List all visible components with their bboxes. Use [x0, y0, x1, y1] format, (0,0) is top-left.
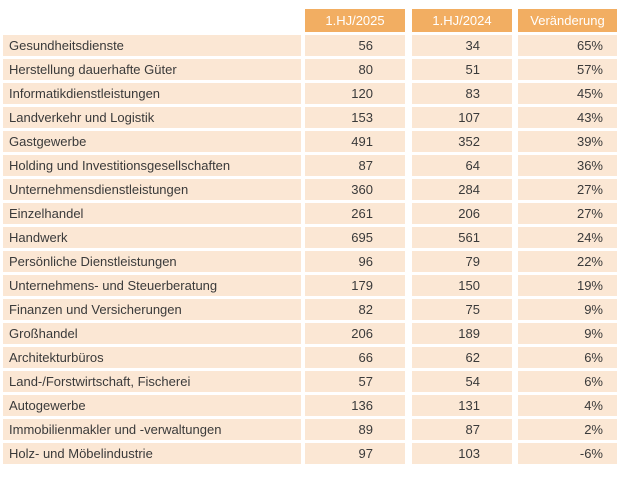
- table-row: Herstellung dauerhafte Güter 80 51 57%: [3, 59, 617, 80]
- table-row: Gastgewerbe 491 352 39%: [3, 131, 617, 152]
- value-2025: 57: [305, 371, 405, 392]
- row-label: Landverkehr und Logistik: [3, 107, 301, 128]
- value-change: 9%: [518, 323, 617, 344]
- value-2025: 491: [305, 131, 405, 152]
- value-change: 9%: [518, 299, 617, 320]
- value-change: 27%: [518, 203, 617, 224]
- header-spacer: [3, 9, 301, 32]
- value-2024: 107: [412, 107, 512, 128]
- table-row: Land-/Forstwirtschaft, Fischerei 57 54 6%: [3, 371, 617, 392]
- value-change: 6%: [518, 347, 617, 368]
- value-change: 45%: [518, 83, 617, 104]
- value-2024: 62: [412, 347, 512, 368]
- value-change: 6%: [518, 371, 617, 392]
- value-change: 24%: [518, 227, 617, 248]
- row-label: Land-/Forstwirtschaft, Fischerei: [3, 371, 301, 392]
- table-row: Unternehmensdienstleistungen 360 284 27%: [3, 179, 617, 200]
- table-row: Finanzen und Versicherungen 82 75 9%: [3, 299, 617, 320]
- value-2024: 87: [412, 419, 512, 440]
- table-row: Autogewerbe 136 131 4%: [3, 395, 617, 416]
- value-2024: 51: [412, 59, 512, 80]
- table-row: Gesundheitsdienste 56 34 65%: [3, 35, 617, 56]
- value-2025: 82: [305, 299, 405, 320]
- row-label: Holz- und Möbelindustrie: [3, 443, 301, 464]
- value-2024: 284: [412, 179, 512, 200]
- row-label: Persönliche Dienstleistungen: [3, 251, 301, 272]
- value-2024: 103: [412, 443, 512, 464]
- value-2025: 87: [305, 155, 405, 176]
- row-label: Holding und Investitionsgesellschaften: [3, 155, 301, 176]
- value-2024: 75: [412, 299, 512, 320]
- value-2025: 80: [305, 59, 405, 80]
- table-row: Holz- und Möbelindustrie 97 103 -6%: [3, 443, 617, 464]
- value-2024: 83: [412, 83, 512, 104]
- value-2024: 150: [412, 275, 512, 296]
- value-2024: 561: [412, 227, 512, 248]
- table-row: Landverkehr und Logistik 153 107 43%: [3, 107, 617, 128]
- value-change: 4%: [518, 395, 617, 416]
- value-2025: 97: [305, 443, 405, 464]
- value-2025: 179: [305, 275, 405, 296]
- table-row: Einzelhandel 261 206 27%: [3, 203, 617, 224]
- value-2025: 66: [305, 347, 405, 368]
- value-change: 43%: [518, 107, 617, 128]
- row-label: Immobilienmakler und -verwaltungen: [3, 419, 301, 440]
- row-label: Autogewerbe: [3, 395, 301, 416]
- value-change: 19%: [518, 275, 617, 296]
- value-change: 27%: [518, 179, 617, 200]
- value-2024: 79: [412, 251, 512, 272]
- table-row: Persönliche Dienstleistungen 96 79 22%: [3, 251, 617, 272]
- table-row: Handwerk 695 561 24%: [3, 227, 617, 248]
- value-2024: 206: [412, 203, 512, 224]
- value-2025: 153: [305, 107, 405, 128]
- table-header: 1.HJ/2025 1.HJ/2024 Veränderung: [3, 9, 617, 32]
- value-change: -6%: [518, 443, 617, 464]
- header-change: Veränderung: [518, 9, 617, 32]
- value-2024: 34: [412, 35, 512, 56]
- header-2025: 1.HJ/2025: [305, 9, 405, 32]
- table-row: Holding und Investitionsgesellschaften 87…: [3, 155, 617, 176]
- value-change: 57%: [518, 59, 617, 80]
- value-2024: 64: [412, 155, 512, 176]
- value-change: 39%: [518, 131, 617, 152]
- value-2025: 56: [305, 35, 405, 56]
- value-2025: 261: [305, 203, 405, 224]
- row-label: Finanzen und Versicherungen: [3, 299, 301, 320]
- row-label: Unternehmens- und Steuerberatung: [3, 275, 301, 296]
- table-row: Architekturbüros 66 62 6%: [3, 347, 617, 368]
- table-row: Großhandel 206 189 9%: [3, 323, 617, 344]
- value-2025: 206: [305, 323, 405, 344]
- value-2024: 352: [412, 131, 512, 152]
- table-row: Unternehmens- und Steuerberatung 179 150 19…: [3, 275, 617, 296]
- value-2024: 189: [412, 323, 512, 344]
- value-2024: 131: [412, 395, 512, 416]
- row-label: Informatikdienstleistungen: [3, 83, 301, 104]
- header-2024: 1.HJ/2024: [412, 9, 512, 32]
- table-row: Immobilienmakler und -verwaltungen 89 87 2%: [3, 419, 617, 440]
- row-label: Handwerk: [3, 227, 301, 248]
- row-label: Gesundheitsdienste: [3, 35, 301, 56]
- industry-table: 1.HJ/2025 1.HJ/2024 Veränderung Gesundhe…: [3, 9, 617, 467]
- value-2025: 120: [305, 83, 405, 104]
- row-label: Architekturbüros: [3, 347, 301, 368]
- row-label: Herstellung dauerhafte Güter: [3, 59, 301, 80]
- value-2024: 54: [412, 371, 512, 392]
- value-change: 2%: [518, 419, 617, 440]
- row-label: Gastgewerbe: [3, 131, 301, 152]
- value-2025: 136: [305, 395, 405, 416]
- value-2025: 695: [305, 227, 405, 248]
- value-change: 36%: [518, 155, 617, 176]
- value-2025: 89: [305, 419, 405, 440]
- value-2025: 96: [305, 251, 405, 272]
- value-2025: 360: [305, 179, 405, 200]
- table-row: Informatikdienstleistungen 120 83 45%: [3, 83, 617, 104]
- value-change: 65%: [518, 35, 617, 56]
- row-label: Großhandel: [3, 323, 301, 344]
- row-label: Einzelhandel: [3, 203, 301, 224]
- row-label: Unternehmensdienstleistungen: [3, 179, 301, 200]
- value-change: 22%: [518, 251, 617, 272]
